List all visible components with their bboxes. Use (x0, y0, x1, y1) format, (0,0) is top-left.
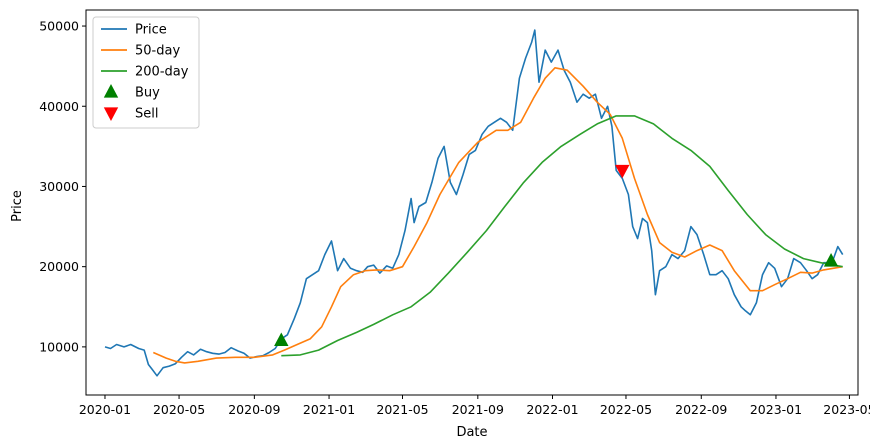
x-tick-label: 2021-01 (303, 402, 355, 417)
sell-marker (615, 164, 630, 179)
x-tick-label: 2021-05 (376, 402, 428, 417)
legend-entry-label: Sell (135, 107, 158, 122)
axes-frame (85, 9, 859, 396)
legend: Price 50-day 200-day Buy Sell (92, 16, 200, 129)
legend-entry-label: 200-day (135, 65, 189, 80)
series-line-price (104, 29, 844, 377)
plot-area (104, 29, 844, 377)
legend-entry-label: 50-day (135, 44, 180, 59)
x-tick-label: 2020-05 (153, 402, 205, 417)
x-tick-label: 2022-05 (600, 402, 652, 417)
series-line-50-day (152, 67, 843, 364)
legend-swatch (103, 107, 119, 121)
x-tick-label: 2021-09 (452, 402, 504, 417)
buy-marker (823, 253, 839, 267)
x-tick-label: 2023-01 (750, 402, 802, 417)
y-tick-label: 20000 (39, 259, 79, 274)
x-axis-label: Date (456, 425, 487, 440)
buy-marker (274, 332, 289, 347)
series-line-200-day (281, 115, 843, 357)
x-tick-label: 2023-05 (823, 402, 870, 417)
legend-entry-label: Buy (135, 86, 160, 101)
axes: 2020-01 2020-05 2020-09 2021-01 2021-05 2021-… (39, 9, 870, 417)
legend-swatch (103, 84, 119, 98)
y-tick-label: 30000 (39, 179, 79, 194)
legend-box (92, 16, 200, 129)
legend-entry-label: Price (135, 23, 167, 38)
y-tick-label: 50000 (39, 19, 79, 34)
x-tick-label: 2020-09 (228, 402, 280, 417)
y-tick-label: 10000 (39, 339, 79, 354)
x-tick-label: 2022-09 (675, 402, 727, 417)
x-tick-label: 2022-01 (526, 402, 578, 417)
x-tick-label: 2020-01 (79, 402, 131, 417)
y-axis-label: Price (10, 190, 25, 222)
y-tick-label: 40000 (39, 99, 79, 114)
